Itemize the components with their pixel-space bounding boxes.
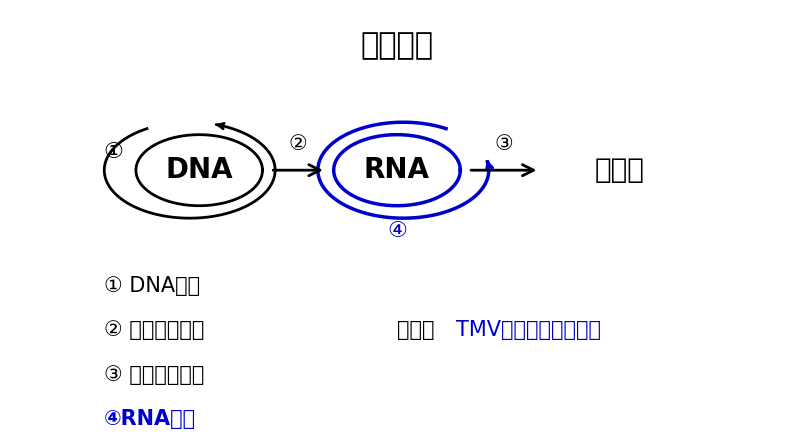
Text: ④: ④ [387,221,407,240]
Text: 蛋白质: 蛋白质 [595,156,645,184]
Text: 中心法则: 中心法则 [360,31,434,60]
Text: ④RNA复制: ④RNA复制 [104,409,196,429]
Text: ② 遗传信息转录: ② 遗传信息转录 [104,320,205,340]
Text: ③ 遗传信息翻译: ③ 遗传信息翻译 [104,365,205,384]
Text: 例子：: 例子： [397,320,434,340]
Text: ②: ② [289,134,307,153]
Text: ③: ③ [495,134,513,153]
Text: ① DNA复制: ① DNA复制 [104,276,200,296]
Text: DNA: DNA [165,156,233,184]
Text: RNA: RNA [364,156,430,184]
Text: ①: ① [104,143,124,162]
Text: TMV（烟草花叶病毒）: TMV（烟草花叶病毒） [457,320,601,340]
